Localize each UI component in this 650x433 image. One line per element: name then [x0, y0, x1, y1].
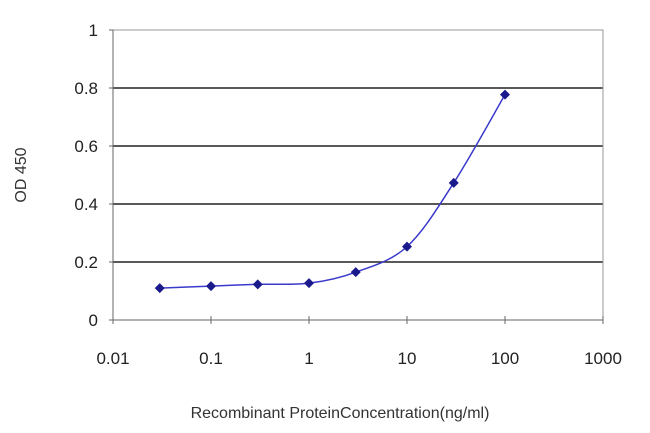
- y-tick-label: 0.4: [74, 195, 98, 214]
- plot-area: [112, 29, 604, 321]
- data-point: [402, 241, 412, 252]
- y-tick-label: 0.8: [74, 79, 98, 98]
- data-point: [206, 281, 216, 292]
- grid-lines: [113, 87, 603, 263]
- y-axis-label: OD 450: [13, 147, 30, 202]
- y-tick-label: 0.2: [74, 253, 98, 272]
- data-points: [154, 89, 510, 294]
- x-ticks: 0.01 0.1 1 10 100 1000: [96, 316, 622, 368]
- x-tick-label: 0.1: [199, 349, 223, 368]
- series-line: [159, 94, 506, 289]
- x-tick-label: 1: [304, 349, 313, 368]
- x-tick-label: 1000: [584, 349, 622, 368]
- x-tick-label: 100: [491, 349, 519, 368]
- x-tick-label: 10: [398, 349, 417, 368]
- data-point: [304, 278, 314, 289]
- data-point: [500, 89, 510, 100]
- x-tick-label: 0.01: [96, 349, 129, 368]
- data-point: [448, 177, 459, 188]
- y-ticks: 0 0.2 0.4 0.6 0.8 1: [74, 21, 113, 330]
- data-point: [252, 279, 263, 290]
- y-tick-label: 1: [89, 21, 98, 40]
- y-tick-label: 0.6: [74, 137, 98, 156]
- data-point: [154, 283, 165, 294]
- x-axis-label: Recombinant ProteinConcentration(ng/ml): [191, 405, 490, 422]
- y-tick-label: 0: [89, 311, 98, 330]
- data-point: [350, 267, 361, 278]
